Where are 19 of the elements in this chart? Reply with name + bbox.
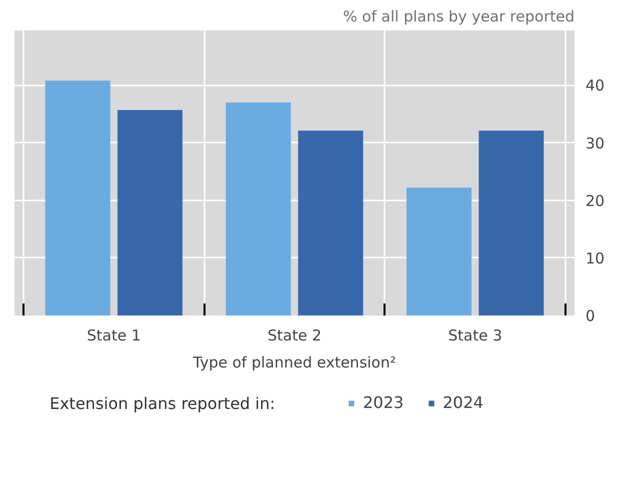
legend-label: 2023 <box>363 393 404 412</box>
y-tick-label: 30 <box>586 134 605 152</box>
x-tick-label: State 3 <box>448 326 502 344</box>
x-tick-label: State 1 <box>86 326 141 344</box>
y-tick-label: 10 <box>586 249 605 268</box>
bar <box>45 80 110 316</box>
y-tick-label: 20 <box>586 192 605 210</box>
bar <box>226 102 291 316</box>
x-axis-title: Type of planned extension² <box>192 354 396 372</box>
bar <box>298 130 364 316</box>
y-tick-label: 40 <box>586 76 605 95</box>
x-tick-label: State 2 <box>267 326 322 344</box>
y-tick-label: 0 <box>586 307 596 325</box>
legend-label: 2024 <box>442 393 484 412</box>
y-axis-title: % of all plans by year reported <box>343 8 575 26</box>
bar <box>406 188 472 316</box>
bar <box>117 110 182 316</box>
bar <box>478 130 544 316</box>
legend-title: Extension plans reported in: <box>50 394 276 413</box>
